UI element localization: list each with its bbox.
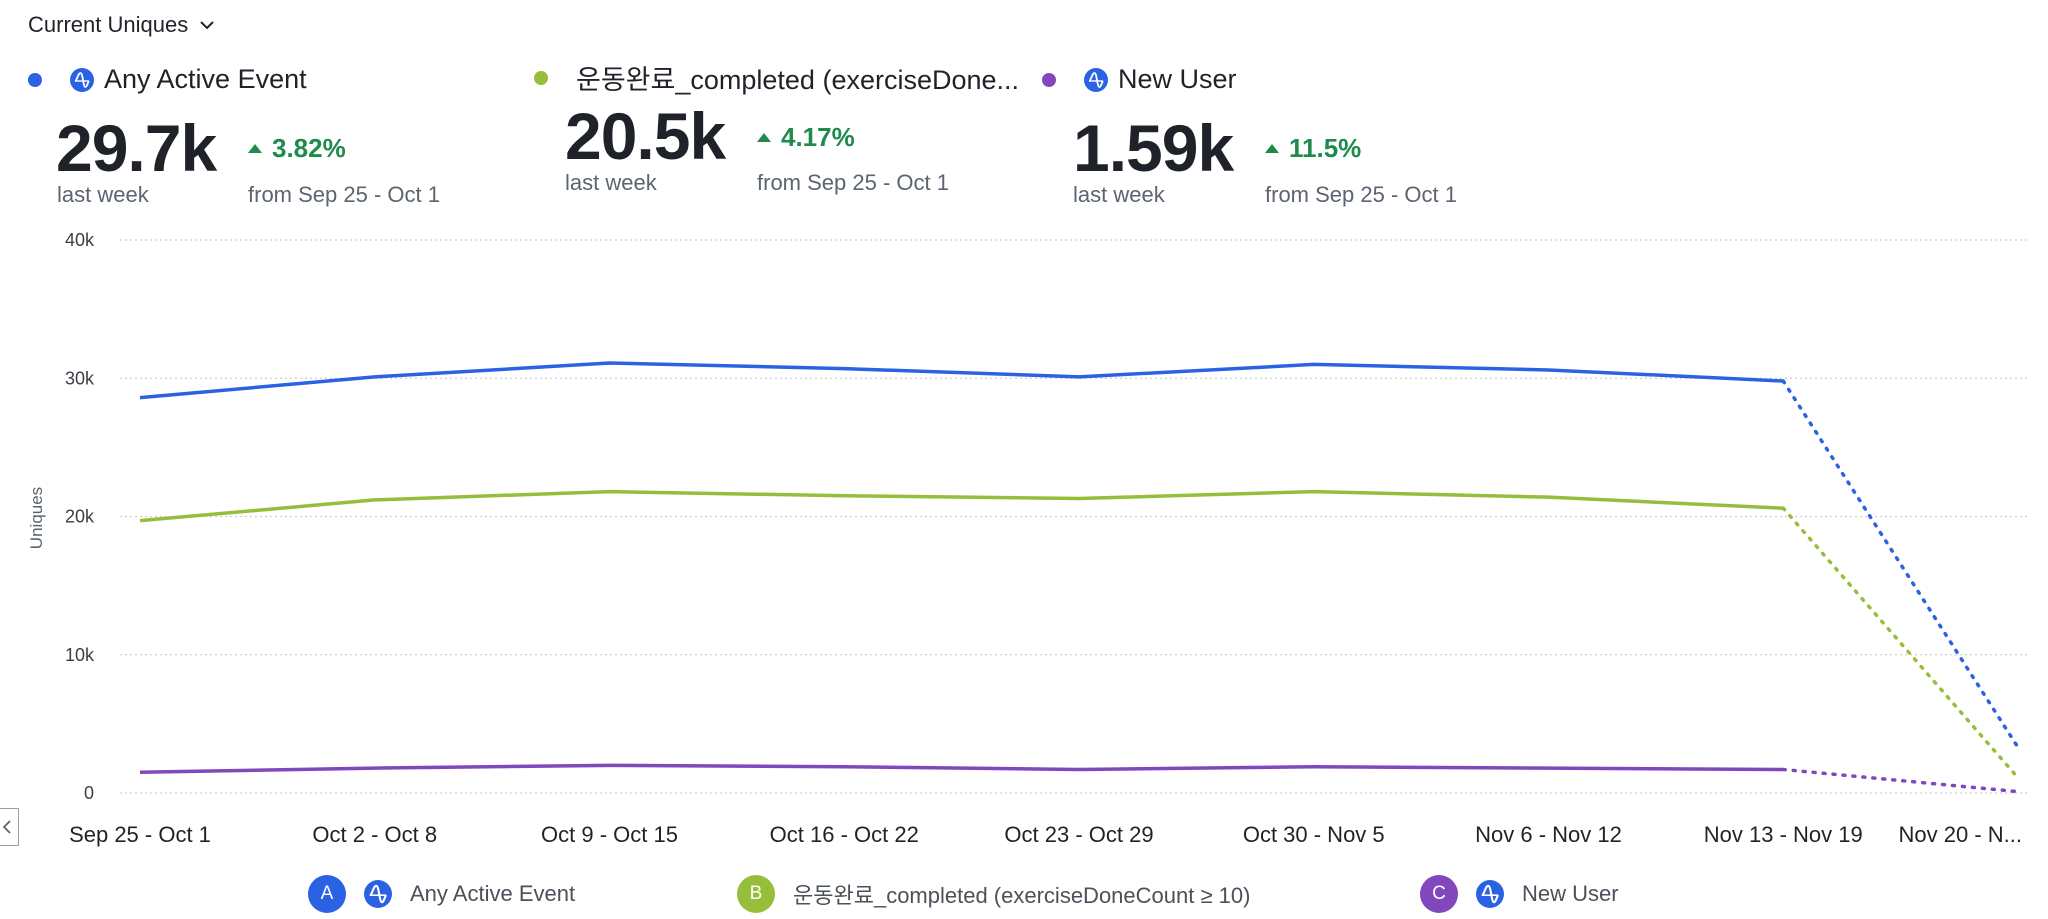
x-tick-label: Oct 16 - Oct 22 [770,822,919,847]
series-line-3[interactable] [139,763,1784,775]
chart-grid [120,239,2030,794]
legend-label: New User [1522,881,1619,906]
kpi-change: 3.82% [248,133,346,164]
x-tick-label: Oct 9 - Oct 15 [541,822,678,847]
y-tick-label: 10k [65,645,95,665]
chevron-down-icon [200,21,214,30]
series-incomplete-segment-3[interactable] [1781,767,2020,794]
series-incomplete-segment-1[interactable] [1781,379,2020,750]
kpi-change: 11.5% [1265,133,1361,164]
series-dot-c [1042,72,1056,87]
kpi-title: New User [1118,64,1237,94]
series-dot-a [28,72,42,87]
series-dot-b [534,70,548,85]
kpi-compare: from Sep 25 - Oct 1 [1265,182,1457,207]
legend-badge: B [737,875,775,913]
x-tick-label: Oct 30 - Nov 5 [1243,822,1385,847]
x-tick-label: Nov 20 - N... [1899,822,2022,847]
kpi-period: last week [57,182,149,207]
series-line-1[interactable] [139,361,1784,400]
amplitude-event-icon [364,880,392,908]
x-tick-label: Oct 2 - Oct 8 [312,822,437,847]
kpi-period: last week [1073,182,1165,207]
series-incomplete-segment-2[interactable] [1781,506,2020,780]
x-tick-label: Sep 25 - Oct 1 [69,822,211,847]
legend-item-a[interactable]: A Any Active Event [308,875,575,913]
kpi-value: 29.7k [56,111,217,185]
metric-selector[interactable]: Current Uniques [28,12,216,38]
legend-badge: C [1420,875,1458,913]
trend-up-icon [1265,144,1279,153]
y-tick-label: 40k [65,230,95,250]
series-lines [139,361,2020,794]
series-line-2[interactable] [139,489,1784,523]
legend-label: Any Active Event [410,881,576,906]
kpi-change-value: 3.82% [272,133,346,163]
kpi-title: Any Active Event [104,64,307,94]
kpi-title: 운동완료_completed (exerciseDone... [576,65,1020,95]
chevron-left-icon [2,820,11,834]
x-axis-ticks: Sep 25 - Oct 1 Oct 2 - Oct 8 Oct 9 - Oct 1… [69,822,2022,847]
kpi-change-value: 4.17% [781,122,855,152]
collapse-panel-button[interactable] [0,808,19,846]
trend-up-icon [248,144,262,153]
kpi-compare: from Sep 25 - Oct 1 [248,182,440,207]
kpi-value: 1.59k [1073,111,1234,185]
amplitude-event-icon [1084,67,1108,92]
kpi-value: 20.5k [565,99,726,173]
legend-badge: A [308,875,346,913]
kpi-compare: from Sep 25 - Oct 1 [757,170,949,195]
y-tick-label: 20k [65,507,95,527]
y-axis-title: Uniques [27,487,46,549]
kpi-change: 4.17% [757,122,855,153]
trend-up-icon [757,133,771,142]
y-tick-label: 0 [84,783,94,803]
amplitude-event-icon [1476,880,1504,908]
legend-item-b[interactable]: B 운동완료_completed (exerciseDoneCount ≥ 10… [737,875,1250,913]
y-axis-ticks: 0 10k 20k 30k 40k [65,230,95,803]
legend-item-c[interactable]: C New User [1420,875,1619,913]
x-tick-label: Oct 23 - Oct 29 [1004,822,1153,847]
legend-label: 운동완료_completed (exerciseDoneCount ≥ 10) [793,883,1251,908]
metric-selector-label: Current Uniques [28,12,189,37]
kpi-change-value: 11.5% [1289,133,1362,163]
x-tick-label: Nov 13 - Nov 19 [1704,822,1863,847]
y-tick-label: 30k [65,368,95,388]
x-tick-label: Nov 6 - Nov 12 [1475,822,1622,847]
kpi-period: last week [565,170,657,195]
amplitude-event-icon [70,67,94,92]
